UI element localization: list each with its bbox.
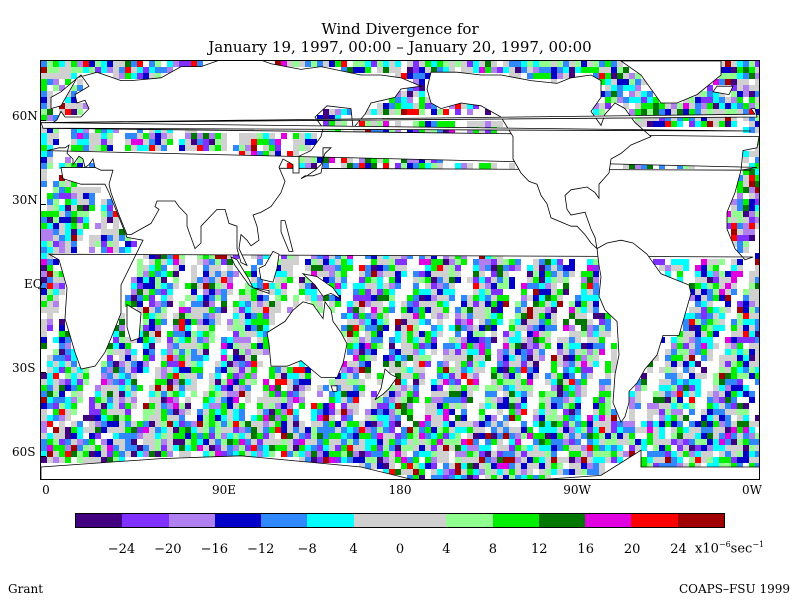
legend-swatch <box>261 514 308 527</box>
legend-tick-label: 8 <box>488 542 497 557</box>
legend-swatch <box>307 514 354 527</box>
landmass <box>266 300 348 378</box>
landmass <box>258 250 280 283</box>
author-credit: Grant <box>8 582 44 596</box>
legend-tick-label: −12 <box>246 542 275 557</box>
lon-label-90e: 90E <box>211 483 237 497</box>
lon-label-180: 180 <box>388 483 412 497</box>
legend-tick-label: −24 <box>107 542 136 557</box>
landmass <box>41 449 759 479</box>
units-sec: sec <box>730 541 753 557</box>
map-title-line1: Wind Divergence for <box>321 20 479 38</box>
lat-tick <box>40 456 46 457</box>
landmass <box>252 287 270 294</box>
legend-swatch <box>122 514 169 527</box>
units-label: x10−6sec−1 <box>695 540 764 556</box>
legend-tick-label: −16 <box>200 542 228 557</box>
color-legend-bar <box>75 513 725 528</box>
legend-swatch <box>631 514 678 527</box>
lat-tick <box>40 288 46 289</box>
units-exponent-sec: −1 <box>752 540 765 549</box>
legend-tick-label: −20 <box>154 542 182 557</box>
landmass <box>301 273 342 300</box>
legend-swatch <box>492 514 539 527</box>
landmass <box>712 85 734 96</box>
legend-swatch <box>399 514 447 527</box>
landmass <box>41 108 758 132</box>
landmass <box>43 61 759 267</box>
landmass <box>126 303 142 342</box>
lat-tick <box>40 372 46 373</box>
legend-swatch <box>446 514 493 527</box>
legend-tick-label: 20 <box>623 542 641 557</box>
landmass <box>374 368 398 401</box>
landmass <box>230 256 255 289</box>
map-frame <box>40 60 760 480</box>
divergence-map <box>41 61 759 479</box>
legend-tick-label: 4 <box>349 542 358 557</box>
lon-label-0: 0 <box>42 483 50 497</box>
landmass <box>620 61 722 104</box>
units-base: x10 <box>695 541 719 557</box>
legend-swatch <box>168 514 215 527</box>
lat-label-60s: 60S <box>12 445 36 459</box>
landmass <box>280 220 294 252</box>
lon-label-0w: 0W <box>742 483 762 497</box>
legend-swatch <box>76 514 123 527</box>
lat-tick <box>40 120 46 121</box>
map-title-line2: January 19, 1997, 00:00 – January 20, 19… <box>208 38 592 56</box>
landmass <box>330 385 338 392</box>
lat-label-30s: 30S <box>12 361 36 375</box>
legend-swatch <box>353 514 400 527</box>
lat-label-eq: EQ <box>24 277 43 291</box>
landmass <box>300 147 333 179</box>
legend-tick-label: 16 <box>577 542 594 557</box>
lat-label-60n: 60N <box>12 109 38 123</box>
legend-tick-label: 0 <box>395 542 405 557</box>
landmass <box>426 71 652 250</box>
land-layer <box>41 61 759 479</box>
legend-swatch <box>538 514 586 527</box>
lat-tick <box>40 204 46 205</box>
legend-swatch <box>214 514 262 527</box>
landmass <box>596 239 692 424</box>
legend-tick-label: −8 <box>297 542 317 557</box>
lon-label-90w: 90W <box>563 483 591 497</box>
lat-label-30n: 30N <box>12 193 38 207</box>
legend-swatch <box>677 514 724 527</box>
units-exponent: −6 <box>718 540 731 549</box>
legend-swatch <box>585 514 632 527</box>
legend-tick-label: 12 <box>531 542 548 557</box>
legend-tick-label: 4 <box>442 542 451 557</box>
legend-tick-label: 24 <box>670 542 687 557</box>
organization-credit: COAPS–FSU 1999 <box>679 582 790 596</box>
